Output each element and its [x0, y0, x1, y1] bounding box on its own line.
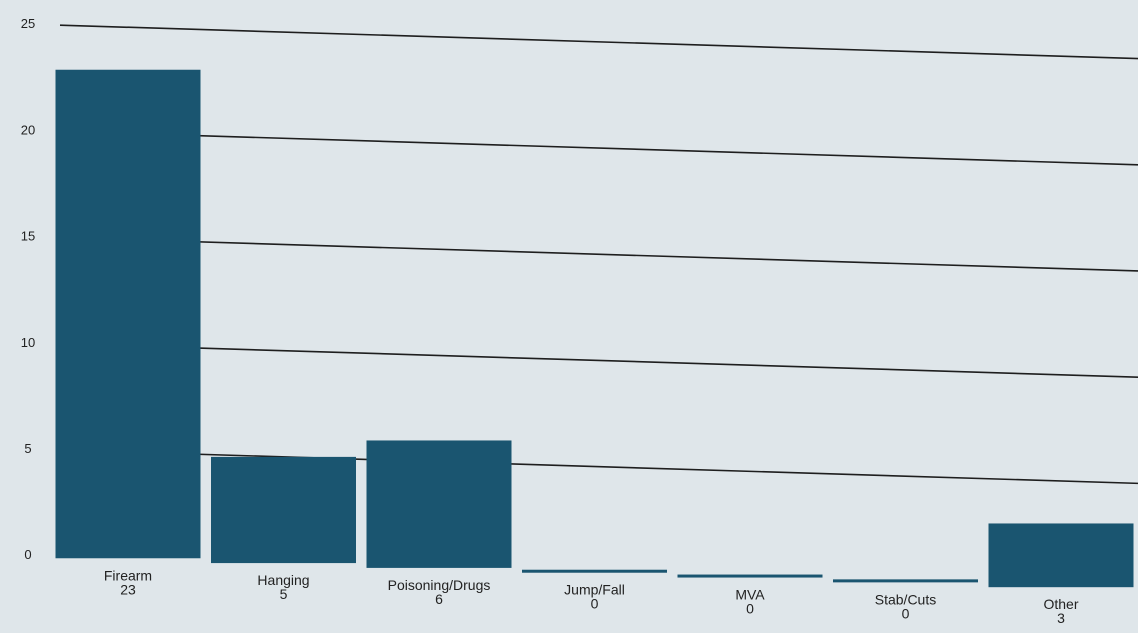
bar-jump-fall: [522, 569, 667, 573]
data-label-hanging: 5: [280, 586, 288, 602]
x-tick-label-firearm: Firearm: [104, 567, 152, 583]
gridline-25: [59, 24, 1138, 60]
data-label-jump-fall: 0: [591, 596, 599, 612]
x-tick-label-poisoning-drugs: Poisoning/Drugs: [388, 577, 491, 593]
gridline-5: [59, 449, 1138, 485]
x-tick-label-hanging: Hanging: [257, 572, 309, 588]
x-tick-label-mva: MVA: [735, 587, 765, 603]
y-tick-label-0: 0: [24, 547, 31, 562]
x-tick-label-jump-fall: Jump/Fall: [564, 582, 625, 598]
data-label-poisoning-drugs: 6: [435, 591, 443, 607]
bar-poisoning-drugs: [366, 440, 512, 568]
data-label-other: 3: [1057, 610, 1065, 626]
data-label-mva: 0: [746, 601, 754, 617]
bar-mva: [677, 574, 823, 578]
y-axis-ticks: 0 5 10 15 20 25: [21, 16, 35, 562]
gridline-10: [59, 342, 1138, 378]
data-label-firearm: 23: [120, 581, 136, 597]
gridline-20: [59, 130, 1138, 166]
gridline-15: [59, 236, 1138, 272]
y-tick-label-25: 25: [21, 16, 35, 31]
bars: [55, 69, 1134, 588]
bar-firearm: [55, 69, 201, 559]
y-tick-label-5: 5: [24, 441, 31, 456]
gridlines: [59, 24, 1138, 485]
bar-other: [988, 523, 1134, 588]
y-tick-label-10: 10: [21, 335, 35, 350]
bar-stab-cuts: [833, 579, 978, 583]
y-tick-label-15: 15: [21, 229, 35, 244]
bar-hanging: [211, 456, 356, 564]
y-tick-label-20: 20: [21, 122, 35, 137]
x-tick-label-stab-cuts: Stab/Cuts: [875, 591, 936, 607]
x-tick-label-other: Other: [1043, 596, 1078, 612]
data-label-stab-cuts: 0: [902, 605, 910, 621]
